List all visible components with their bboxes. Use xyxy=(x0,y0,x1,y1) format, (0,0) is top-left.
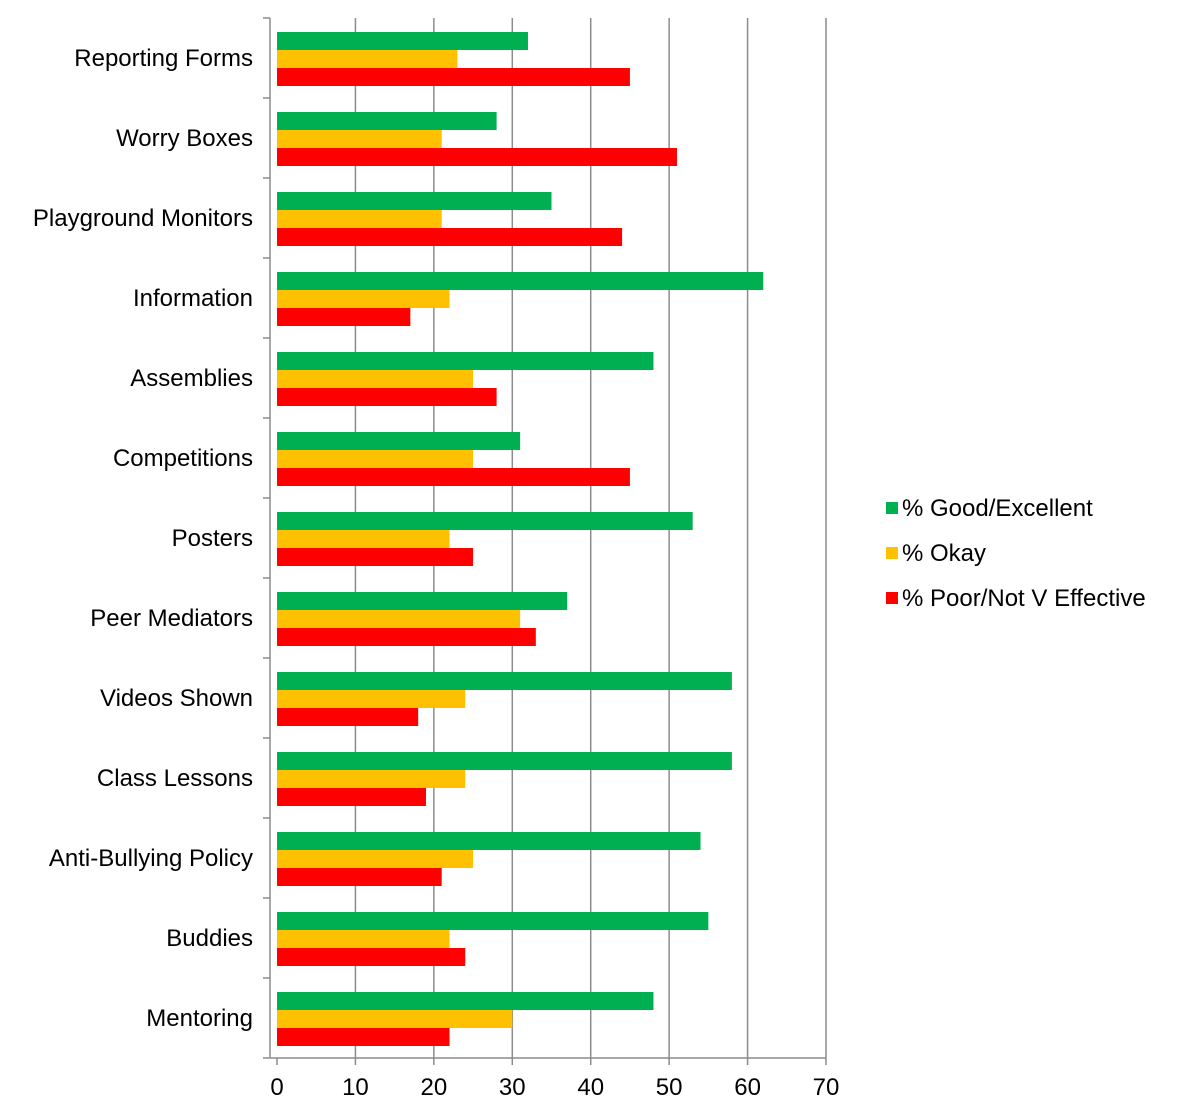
legend-label: % Poor/Not V Effective xyxy=(902,585,1146,612)
category-label: Worry Boxes xyxy=(116,125,253,152)
x-tick-label: 60 xyxy=(734,1074,761,1098)
legend: % Good/Excellent % Okay % Poor/Not V Effec… xyxy=(886,495,1146,612)
bar xyxy=(277,850,474,868)
bar xyxy=(277,628,536,646)
bar xyxy=(277,468,630,486)
bar xyxy=(277,832,701,850)
bar xyxy=(277,592,568,610)
bar xyxy=(277,530,450,548)
bar xyxy=(277,690,466,708)
bar xyxy=(277,868,442,886)
bar xyxy=(277,512,693,530)
bar xyxy=(277,50,458,68)
bar xyxy=(277,548,474,566)
legend-swatch xyxy=(886,592,898,604)
bar xyxy=(277,388,497,406)
category-label: Information xyxy=(133,285,253,312)
x-tick-label: 30 xyxy=(499,1074,526,1098)
x-tick-label: 0 xyxy=(270,1074,283,1098)
bar xyxy=(277,432,521,450)
x-tick-labels: 0 10 20 30 40 50 60 70 xyxy=(270,1074,839,1098)
bar xyxy=(277,752,732,770)
bar xyxy=(277,708,419,726)
bar xyxy=(277,290,450,308)
bar xyxy=(277,192,552,210)
bar xyxy=(277,450,474,468)
bar xyxy=(277,992,654,1010)
category-label: Assemblies xyxy=(130,365,253,392)
bar xyxy=(277,130,442,148)
legend-swatch xyxy=(886,547,898,559)
category-labels: Reporting Forms Worry Boxes Playground Mon… xyxy=(33,45,253,1032)
bar xyxy=(277,1010,513,1028)
category-label: Videos Shown xyxy=(100,685,253,712)
category-label: Buddies xyxy=(166,925,253,952)
category-label: Competitions xyxy=(113,445,253,472)
bar xyxy=(277,948,466,966)
bar xyxy=(277,352,654,370)
legend-label: % Okay xyxy=(902,540,986,567)
x-tick-label: 20 xyxy=(421,1074,448,1098)
bar xyxy=(277,788,427,806)
bar xyxy=(277,272,764,290)
category-label: Anti-Bullying Policy xyxy=(49,845,253,872)
bar xyxy=(277,32,528,50)
bar xyxy=(277,1028,450,1046)
x-tick-label: 40 xyxy=(577,1074,604,1098)
x-tick-label: 50 xyxy=(656,1074,683,1098)
bar xyxy=(277,68,630,86)
category-label: Reporting Forms xyxy=(74,45,253,72)
category-label: Peer Mediators xyxy=(90,605,253,632)
bar xyxy=(277,930,450,948)
category-label: Playground Monitors xyxy=(33,205,253,232)
legend-swatch xyxy=(886,502,898,514)
bar xyxy=(277,912,709,930)
axes xyxy=(263,17,827,1065)
legend-label: % Good/Excellent xyxy=(902,495,1093,522)
category-label: Mentoring xyxy=(146,1005,253,1032)
bar xyxy=(277,308,411,326)
category-label: Class Lessons xyxy=(97,765,253,792)
bar xyxy=(277,672,732,690)
bar xyxy=(277,112,497,130)
bar xyxy=(277,770,466,788)
category-label: Posters xyxy=(172,525,253,552)
x-tick-label: 10 xyxy=(342,1074,369,1098)
x-tick-label: 70 xyxy=(813,1074,840,1098)
bar xyxy=(277,228,623,246)
gridlines xyxy=(354,18,827,1058)
bar xyxy=(277,148,677,166)
bars xyxy=(277,32,764,1046)
bar xyxy=(277,210,442,228)
bar xyxy=(277,610,521,628)
bar xyxy=(277,370,474,388)
